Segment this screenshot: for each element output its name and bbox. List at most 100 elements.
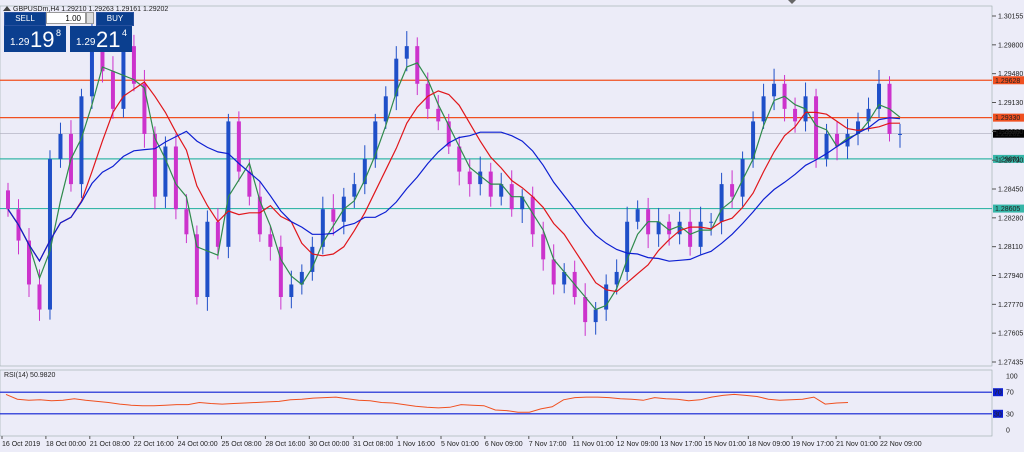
candle-body [278,246,283,298]
candle-body [37,284,42,310]
ma-fast-line [7,62,901,311]
candle-body [677,221,682,235]
price-tick-label: 1.27940 [998,273,1023,280]
level-label-bg [993,129,1024,138]
shift-marker-icon [788,0,796,4]
candle-body [709,221,714,223]
time-tick-label: 30 Oct 00:00 [309,441,349,448]
level-label-bg [993,76,1024,85]
candle-body [541,234,546,260]
candle-body [835,133,840,147]
candle-body [772,83,777,97]
bid-big: 19 [30,27,55,52]
price-tick-label: 1.29480 [998,71,1023,78]
volume-spinner[interactable] [86,12,94,24]
time-tick-label: 25 Oct 08:00 [222,441,262,448]
candle-body [26,240,31,285]
candle-body [562,271,567,285]
price-tick-label: 1.27435 [998,360,1023,367]
ma-slow-line [7,117,901,263]
time-tick-label: 12 Nov 09:00 [617,441,659,448]
candle-body [656,221,661,235]
sell-button[interactable]: SELL [4,12,46,26]
time-tick-label: 16 Oct 2019 [2,441,40,448]
time-tick-label: 15 Nov 01:00 [704,441,746,448]
bid-price[interactable]: 1.29 19 8 [4,26,66,52]
one-click-trading-panel: SELL 1.00 BUY 1.29 19 8 1.29 21 4 [4,12,134,52]
rsi-level-label-bg [993,388,1003,397]
candle-body [499,184,504,197]
candle-body [761,96,766,122]
candle-body [719,184,724,222]
chart-title: GBPUSDm,H4 1.29210 1.29263 1.29161 1.292… [13,6,168,13]
time-tick-label: 22 Nov 09:00 [880,441,922,448]
candle-body [457,146,462,172]
candle-body [436,108,441,122]
candle-body [89,33,94,97]
level-label-bg [993,113,1024,122]
candle-body [604,284,609,310]
price-tick-label: 1.28790 [998,158,1023,165]
candle-body [793,108,798,122]
ma-mid-line [7,81,900,293]
candle-body [383,96,388,122]
time-tick-label: 18 Oct 00:00 [46,441,86,448]
candle-body [446,121,451,147]
candle-body [877,83,882,109]
candle-body [373,121,378,160]
time-tick-label: 5 Nov 01:00 [441,441,479,448]
candle-body [58,133,63,160]
rsi-axis-label: 0 [1006,428,1010,435]
candle-body [478,171,483,185]
volume-input[interactable]: 1.00 [46,12,86,24]
candle-body [698,221,703,247]
candle-body [331,209,336,222]
ask-price[interactable]: 1.29 21 4 [70,26,132,52]
candle-body [362,159,367,185]
level-label: 1.29628 [995,78,1020,85]
candle-body [47,159,52,310]
candle-body [121,46,126,109]
candle-body [467,171,472,185]
candle-body [79,96,84,185]
price-tick-label: 1.27770 [998,302,1023,309]
price-tick-label: 1.27605 [998,331,1023,338]
candle-body [625,221,630,272]
time-tick-label: 21 Nov 01:00 [836,441,878,448]
time-tick-label: 22 Oct 16:00 [134,441,174,448]
candle-body [520,196,525,210]
candle-body [551,259,556,285]
time-tick-label: 24 Oct 00:00 [178,441,218,448]
candle-body [194,234,199,298]
candle-body [247,171,252,197]
buy-button[interactable]: BUY [96,12,134,26]
candle-body [131,46,136,84]
candle-body [856,121,861,134]
time-tick-label: 21 Oct 08:00 [90,441,130,448]
time-tick-label: 28 Oct 16:00 [265,441,305,448]
candle-body [215,221,220,247]
time-tick-label: 19 Nov 17:00 [792,441,834,448]
candle-body [593,309,598,323]
level-label-bg [993,154,1024,163]
price-tick-label: 1.29130 [998,100,1023,107]
candle-body [404,46,409,59]
time-tick-label: 18 Nov 09:00 [748,441,790,448]
candle-body [583,297,588,323]
candle-body [415,46,420,84]
candle-body [740,159,745,197]
time-tick-label: 7 Nov 17:00 [529,441,567,448]
price-tick-label: 1.28450 [998,187,1023,194]
time-tick-label: 11 Nov 01:00 [573,441,614,448]
candle-body [142,83,147,134]
level-label: 1.29202 [995,131,1020,138]
candle-body [394,58,399,97]
candle-body [310,246,315,272]
candle-body [751,121,756,160]
level-label: 1.28605 [995,206,1020,213]
candle-body [352,184,357,197]
candle-body [205,221,210,298]
price-tick-label: 1.28110 [998,244,1023,251]
